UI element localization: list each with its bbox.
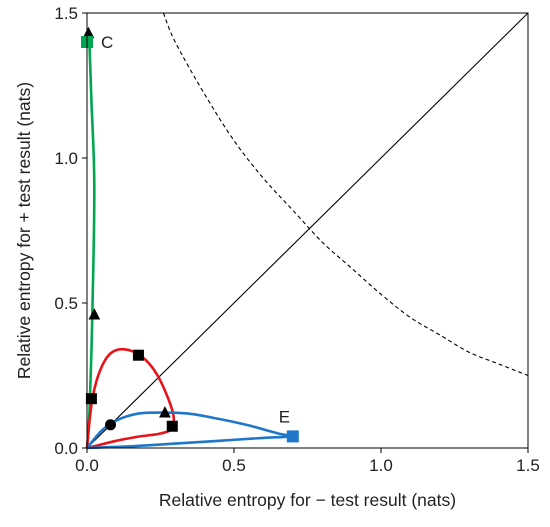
y-tick-label-4: 1.5 (54, 4, 78, 23)
x-tick-label-4: 1.5 (516, 456, 540, 475)
series-2-marker-1 (132, 349, 144, 361)
series-2-marker-3 (105, 419, 117, 431)
series-3-end-label: E (279, 407, 290, 426)
series-layer (85, 31, 295, 450)
identity-line (86, 12, 529, 449)
series-1-marker-2 (88, 308, 101, 320)
y-axis-label: Relative entropy for + test result (nats… (14, 82, 34, 379)
x-tick-label-3: 1.0 (369, 456, 393, 475)
x-tick-label-2: 0.5 (222, 456, 246, 475)
series-2-marker-2 (166, 420, 178, 432)
y-tick-label-1: 0.0 (54, 439, 78, 458)
plot-frame (86, 12, 529, 449)
x-tick-label-1: 0.0 (75, 456, 99, 475)
x-axis-label: Relative entropy for − test result (nats… (159, 490, 456, 510)
boundary-line (162, 12, 529, 377)
series-1-marker-3 (85, 393, 97, 405)
series-3-end-marker (286, 430, 299, 443)
reference-lines-layer (86, 12, 529, 449)
series-1-end-label: C (101, 33, 113, 52)
series-3-marker-1 (159, 406, 171, 418)
y-tick-label-3: 1.0 (54, 149, 78, 168)
series-3-curve (86, 411, 295, 450)
series-1-curve (85, 31, 96, 449)
y-tick-label-2: 0.5 (54, 294, 78, 313)
markers-layer (81, 26, 299, 443)
annotations-layer: CE (101, 33, 290, 426)
ticks-layer: 0.0 0.5 1.0 1.5 0.0 0.5 1.0 1.5 (54, 4, 539, 475)
series-1-marker-1 (82, 26, 95, 39)
series-2-curve (85, 347, 176, 450)
